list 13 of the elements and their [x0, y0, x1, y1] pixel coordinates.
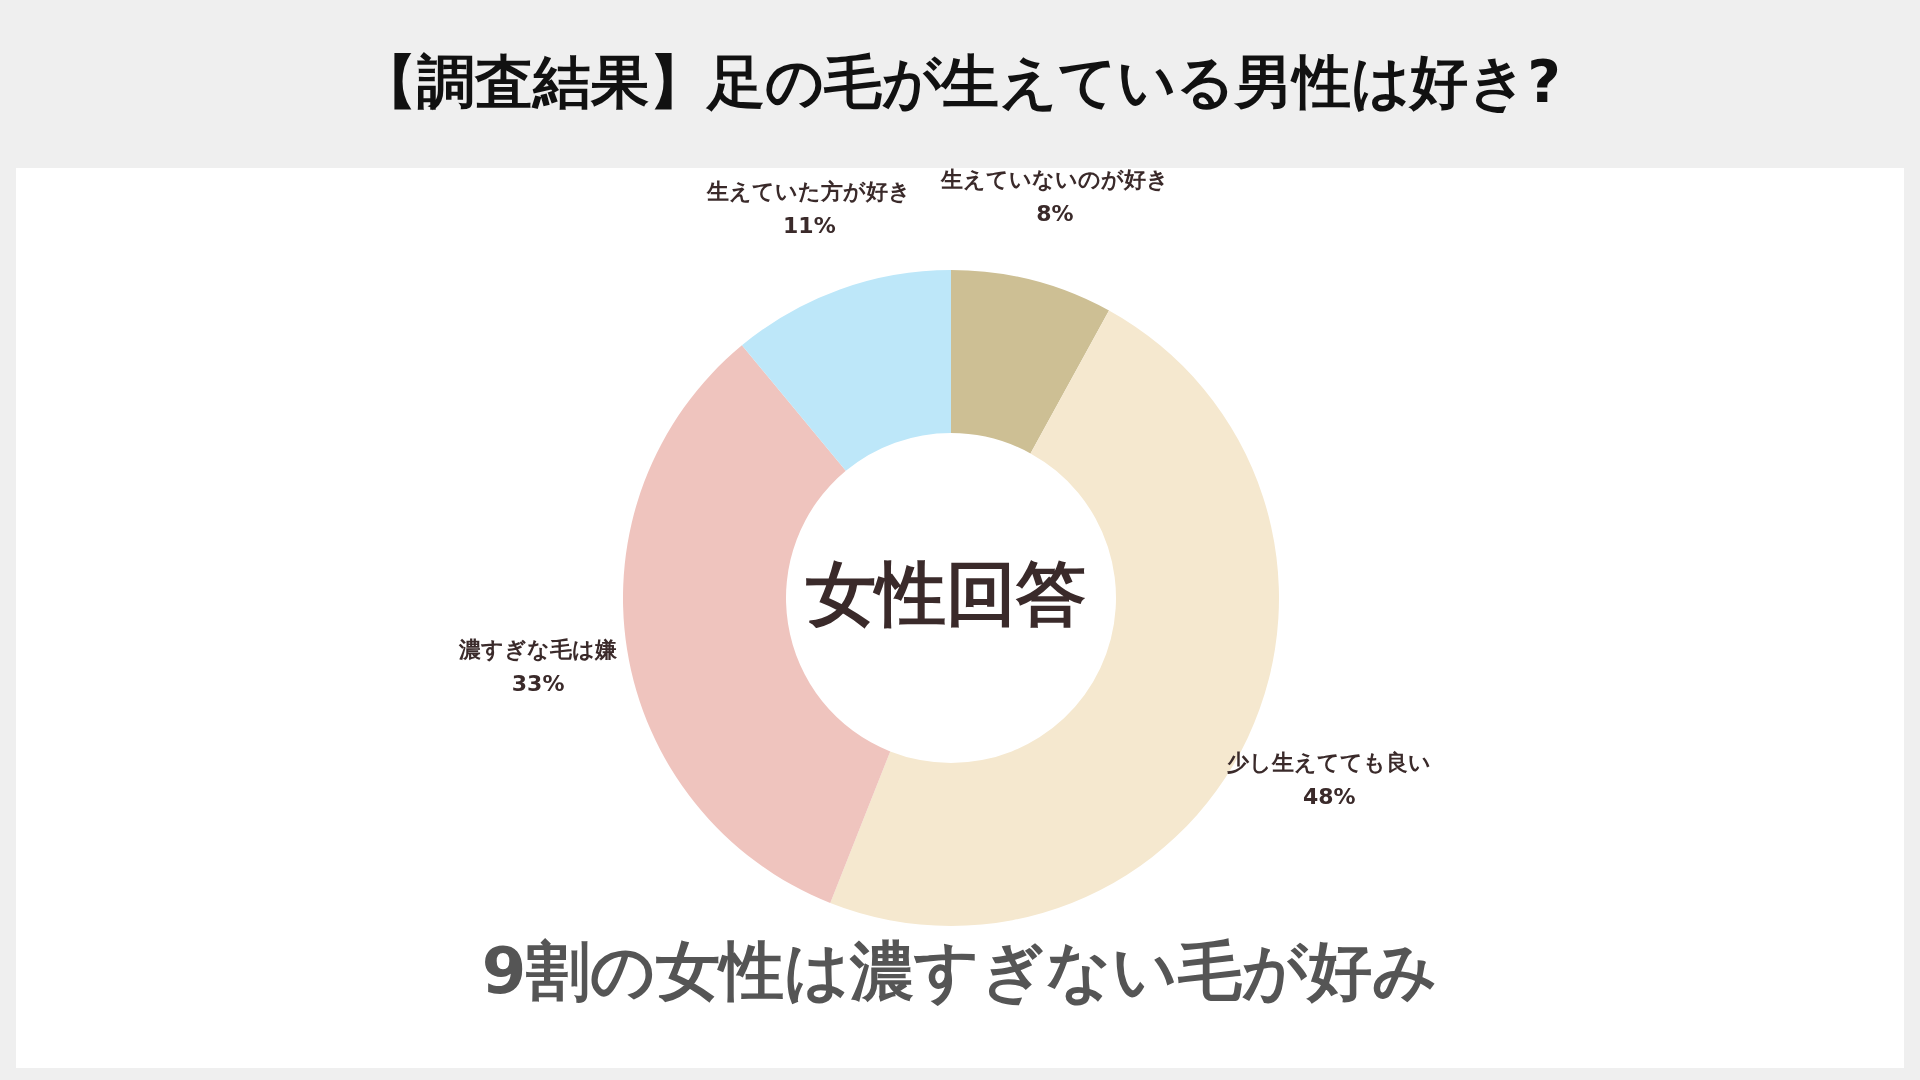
text: 9割の女性は濃すぎない毛が好み [480, 933, 1440, 1010]
slice-label: 生えていた方が好き [706, 178, 912, 204]
slice-label: 濃すぎな毛は嫌 [458, 637, 619, 663]
data-label: 33% [511, 671, 565, 697]
text: 女性回答 [805, 552, 1087, 637]
slice-label: 少し生えてても良い [1227, 749, 1432, 775]
chart-title: 【調査結果】足の毛が生えている男性は好き? [358, 46, 1562, 118]
data-label: 8% [1036, 201, 1074, 227]
data-label: 48% [1302, 783, 1356, 809]
donut-slice [951, 270, 1110, 454]
slice-label: 生えていないのが好き [939, 167, 1169, 193]
donut-slice [741, 270, 951, 471]
data-label: 11% [783, 212, 836, 238]
